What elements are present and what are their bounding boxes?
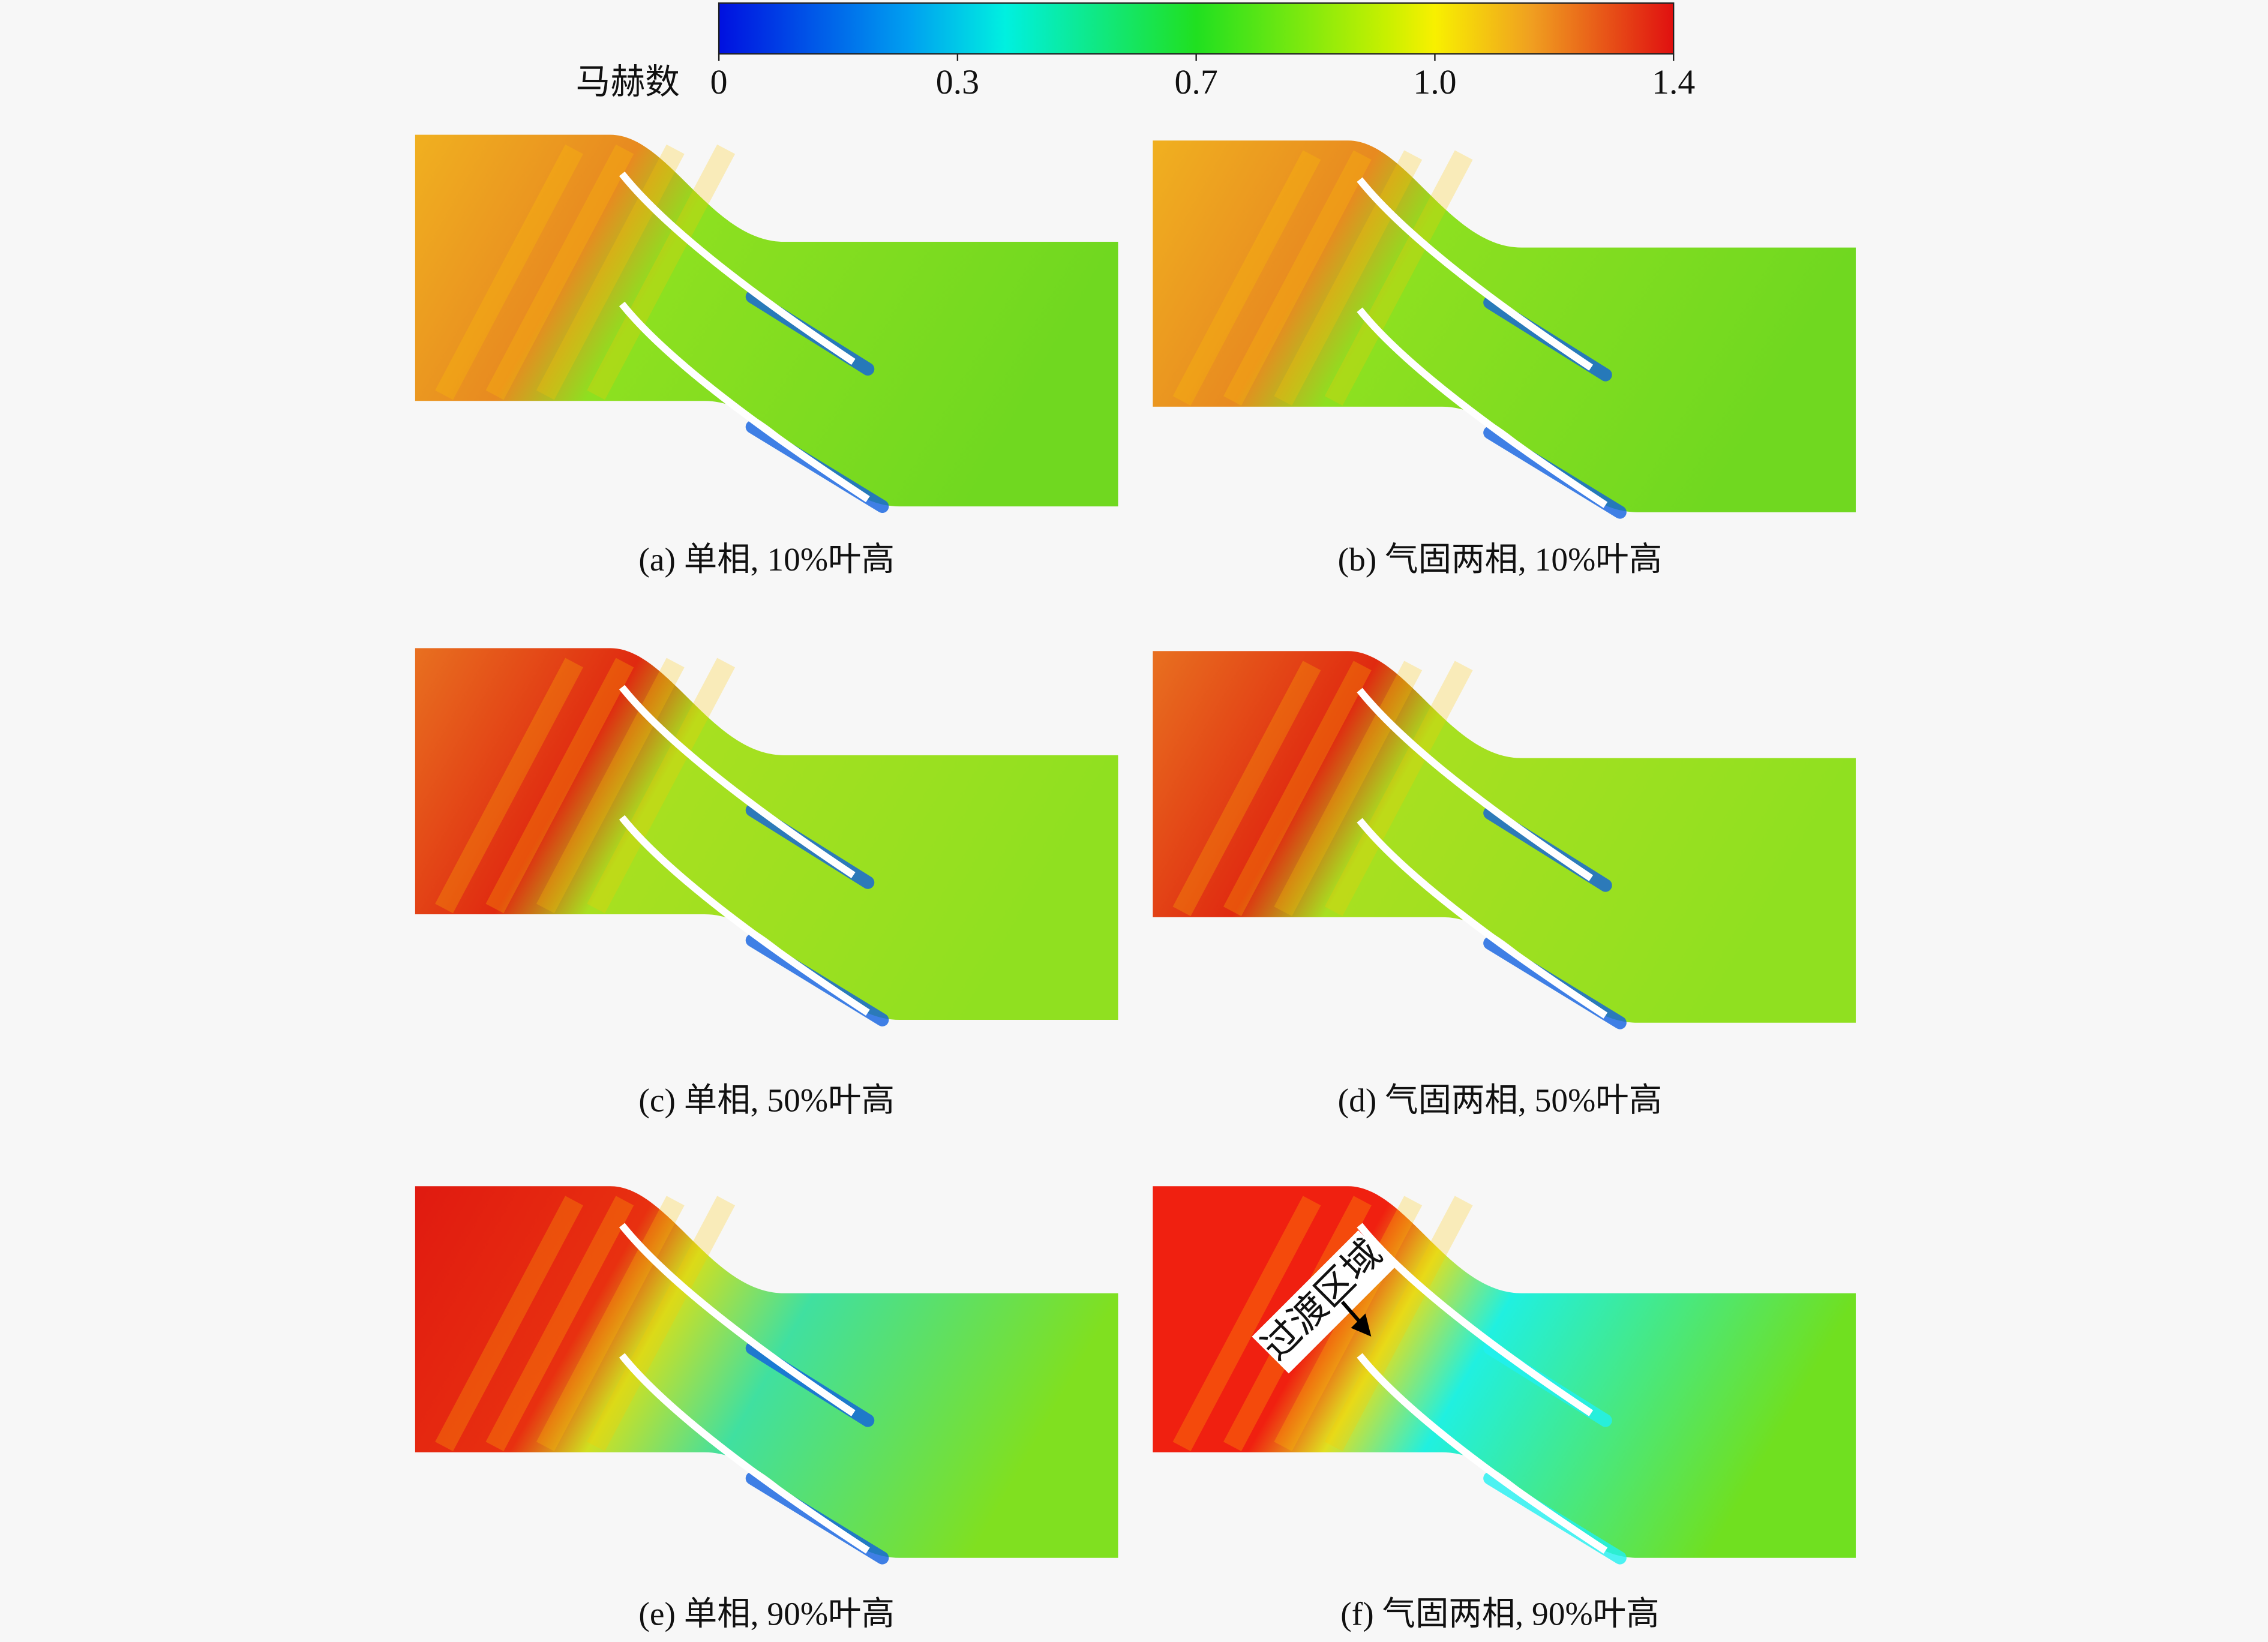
flow-streak	[1223, 150, 1372, 406]
flow-streak	[1223, 661, 1372, 917]
flow-domain	[1153, 1186, 1856, 1558]
flow-domain	[415, 648, 1118, 1020]
blade	[619, 815, 870, 1016]
flow-streak	[587, 658, 736, 914]
flow-streak	[536, 658, 685, 914]
panel-caption: (b) 气固两相, 10%叶高	[1338, 541, 1662, 578]
contour-panel	[1153, 140, 1856, 519]
blade	[1357, 818, 1608, 1019]
colorbar-tick-label: 0.7	[1175, 62, 1218, 101]
flow-streak	[485, 1196, 634, 1452]
contour-panel	[1153, 651, 1856, 1029]
flow-domain	[415, 1186, 1118, 1558]
flow-streak	[587, 144, 736, 400]
flow-streak	[1274, 1196, 1423, 1452]
contour-panel	[415, 1186, 1118, 1565]
blade	[1357, 1223, 1594, 1416]
flow-streak	[435, 658, 583, 914]
contour-panel	[415, 648, 1118, 1026]
blade	[1357, 1353, 1608, 1554]
colorbar	[718, 2, 1675, 55]
flow-streak	[1324, 661, 1473, 917]
panel-caption: (c) 单相, 50%叶高	[638, 1082, 894, 1119]
flow-streak	[435, 144, 583, 400]
colorbar-tick-label: 0.3	[936, 62, 979, 101]
panel-caption: (d) 气固两相, 50%叶高	[1338, 1082, 1662, 1119]
blade	[1357, 177, 1594, 371]
colorbar-label: 马赫数	[576, 62, 680, 101]
contour-panel	[1153, 1186, 1856, 1565]
panel-caption: (e) 单相, 90%叶高	[638, 1595, 894, 1632]
colorbar-tick-label: 0	[710, 62, 728, 101]
annotation-box	[1252, 1230, 1396, 1374]
flow-streak	[485, 144, 634, 400]
blade	[619, 301, 870, 503]
flow-domain	[1153, 140, 1856, 512]
flow-streak	[536, 144, 685, 400]
flow-streak	[1172, 1196, 1321, 1452]
colorbar-tick-label: 1.4	[1652, 62, 1695, 101]
blade	[619, 1353, 870, 1554]
flow-domain	[1153, 651, 1856, 1023]
blade	[619, 685, 856, 878]
blade	[619, 1223, 856, 1416]
flow-streak	[1274, 150, 1423, 406]
flow-streak	[485, 658, 634, 914]
colorbar-tick-label: 1.0	[1413, 62, 1456, 101]
blade	[1357, 688, 1594, 881]
flow-domain	[415, 134, 1118, 507]
contour-panel	[415, 134, 1118, 514]
panel-caption: (f) 气固两相, 90%叶高	[1340, 1595, 1659, 1632]
flow-streak	[1324, 1196, 1473, 1452]
blade	[619, 171, 856, 365]
flow-streak	[435, 1196, 583, 1452]
blade	[1357, 307, 1608, 508]
annotation-arrowhead	[1351, 1313, 1372, 1337]
flow-streak	[1274, 661, 1423, 917]
flow-streak	[536, 1196, 685, 1452]
flow-streak	[587, 1196, 736, 1452]
flow-streak	[1172, 661, 1321, 917]
panel-caption: (a) 单相, 10%叶高	[638, 541, 894, 578]
flow-streak	[1172, 150, 1321, 406]
flow-streak	[1324, 150, 1473, 406]
